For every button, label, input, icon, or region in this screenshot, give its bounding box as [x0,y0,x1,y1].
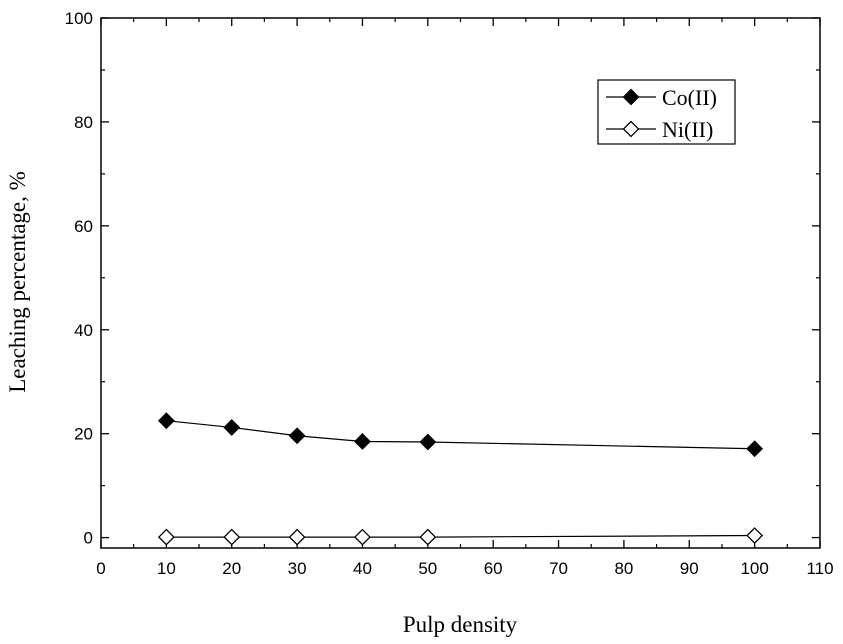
series-line-co-ii [166,420,755,450]
y-tick-label: 100 [65,9,93,28]
x-tick-label: 110 [806,559,833,578]
legend-label-co-ii: Co(II) [662,85,717,110]
x-tick-label: 100 [740,559,768,578]
series-ni-ii [157,527,764,546]
data-point-co-ii [157,412,175,430]
legend-marker-ni-ii [622,120,640,138]
y-tick-label: 60 [74,217,93,236]
x-tick-label: 30 [288,559,307,578]
data-point-ni-ii [223,528,241,546]
data-point-ni-ii [157,528,175,546]
data-point-co-ii [419,433,437,451]
x-tick-label: 70 [549,559,568,578]
x-tick-label: 60 [484,559,503,578]
ticks: 0 10 20 30 40 50 60 70 80 90 100 110 0 20 40 60 80 100 [65,9,834,578]
x-axis-title: Pulp density [403,612,518,637]
legend-box [597,79,736,145]
data-point-ni-ii [746,527,764,544]
x-tick-label: 20 [222,559,241,578]
data-point-ni-ii [419,528,437,546]
data-point-ni-ii [354,528,371,546]
x-tick-label: 10 [157,559,176,578]
x-tick-label: 80 [614,559,633,578]
series-line-ni-ii [166,534,755,538]
series-layer [157,412,764,546]
x-tick-label: 90 [680,559,699,578]
data-point-co-ii [354,433,371,450]
data-point-co-ii [223,419,241,436]
data-point-ni-ii [288,528,306,546]
y-tick-label: 0 [84,529,93,548]
data-point-co-ii [288,427,306,445]
y-axis-title: Leaching percentage, % [5,171,30,393]
legend-marker-co-ii [622,88,640,106]
legend: Co(II) Ni(II) [597,79,736,145]
x-tick-label: 40 [353,559,372,578]
y-tick-label: 20 [74,425,93,444]
data-point-co-ii [746,440,764,458]
y-tick-label: 40 [74,321,93,340]
y-tick-label: 80 [74,113,93,132]
legend-label-ni-ii: Ni(II) [662,117,713,142]
series-co-ii [157,412,764,458]
x-tick-label: 50 [418,559,437,578]
x-tick-label: 0 [96,559,105,578]
